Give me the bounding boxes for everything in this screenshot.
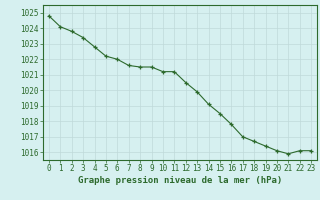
X-axis label: Graphe pression niveau de la mer (hPa): Graphe pression niveau de la mer (hPa) (78, 176, 282, 185)
